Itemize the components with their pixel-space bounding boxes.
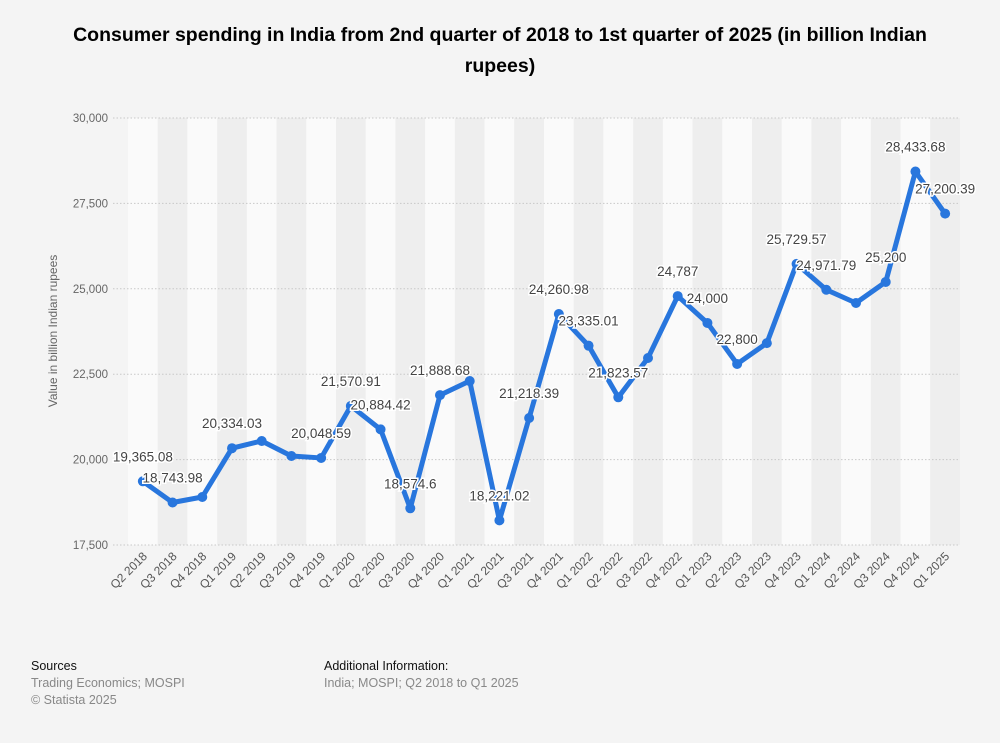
plot-band bbox=[781, 118, 812, 545]
copyright: © Statista 2025 bbox=[31, 693, 117, 707]
data-label: 24,000 bbox=[687, 291, 728, 306]
plot-bands bbox=[128, 118, 960, 545]
data-point bbox=[880, 276, 891, 287]
series-line bbox=[137, 166, 951, 526]
plot-band bbox=[752, 118, 782, 545]
data-label: 18,574.6 bbox=[384, 476, 437, 491]
chart-title: Consumer spending in India from 2nd quar… bbox=[73, 24, 927, 77]
plot-band bbox=[454, 118, 485, 545]
y-tick-label: 27,500 bbox=[73, 198, 108, 210]
sources-text: Trading Economics; MOSPI bbox=[31, 676, 185, 690]
data-point bbox=[256, 435, 267, 446]
data-labels: 19,365.08 18,743.98 20,334.03 20,048.59 21,5… bbox=[111, 138, 976, 505]
data-point bbox=[227, 443, 237, 454]
data-point bbox=[197, 492, 208, 503]
data-label: 28,433.68 bbox=[885, 140, 945, 155]
data-point bbox=[851, 297, 861, 308]
data-label: 20,884.42 bbox=[351, 397, 411, 412]
data-label: 25,200 bbox=[865, 250, 906, 265]
data-label: 25,729.57 bbox=[767, 232, 827, 247]
data-label: 22,800 bbox=[716, 332, 757, 347]
data-point bbox=[702, 317, 713, 328]
y-tick-label: 20,000 bbox=[73, 455, 108, 467]
data-label: 21,570.91 bbox=[321, 374, 381, 389]
data-point bbox=[791, 258, 802, 269]
data-point bbox=[464, 376, 475, 387]
plot-band bbox=[930, 118, 960, 545]
plot-band bbox=[811, 118, 842, 545]
data-point bbox=[613, 392, 624, 403]
plot-band bbox=[662, 118, 693, 545]
data-label: 27,200.39 bbox=[915, 182, 975, 197]
data-point bbox=[672, 291, 683, 302]
gridlines bbox=[113, 117, 960, 546]
additional-info-heading: Additional Information: bbox=[324, 659, 449, 673]
data-point bbox=[821, 284, 832, 295]
y-tick-label: 25,000 bbox=[73, 284, 108, 296]
data-point bbox=[375, 424, 386, 435]
plot-band bbox=[722, 118, 752, 545]
additional-info-text: India; MOSPI; Q2 2018 to Q1 2025 bbox=[324, 676, 519, 690]
plot-band bbox=[692, 118, 723, 545]
data-label: 18,743.98 bbox=[143, 471, 203, 486]
data-point bbox=[643, 352, 653, 363]
plot-band bbox=[246, 118, 277, 545]
plot-band bbox=[187, 118, 218, 545]
data-label: 20,334.03 bbox=[202, 416, 262, 431]
plot-band bbox=[157, 118, 188, 545]
sources-heading: Sources bbox=[31, 659, 77, 673]
data-point bbox=[494, 515, 505, 526]
data-point bbox=[167, 497, 178, 508]
y-axis-label: Value in billion Indian rupees bbox=[46, 255, 60, 408]
plot-band bbox=[217, 118, 247, 545]
data-point bbox=[345, 400, 356, 411]
data-point bbox=[524, 412, 535, 423]
data-label: 21,823.57 bbox=[588, 365, 648, 380]
plot-band bbox=[425, 118, 455, 545]
y-tick-label: 30,000 bbox=[73, 113, 108, 125]
plot-band bbox=[544, 118, 574, 545]
data-point bbox=[553, 309, 564, 320]
plot-band bbox=[365, 118, 396, 545]
sources-block: Sources Trading Economics; MOSPI © Stati… bbox=[31, 658, 185, 709]
data-point bbox=[761, 338, 772, 349]
data-point bbox=[940, 208, 951, 219]
data-label: 24,787 bbox=[657, 264, 698, 279]
plot-band bbox=[603, 118, 634, 545]
data-label: 18,221.02 bbox=[469, 488, 529, 503]
data-label: 21,888.68 bbox=[410, 363, 470, 378]
data-point bbox=[583, 340, 594, 351]
plot-band bbox=[306, 118, 336, 545]
data-point bbox=[910, 166, 921, 177]
plot-band bbox=[128, 118, 158, 545]
plot-band bbox=[336, 118, 366, 545]
data-label: 23,335.01 bbox=[559, 314, 619, 329]
data-point bbox=[286, 451, 297, 462]
data-point bbox=[405, 503, 416, 514]
y-tick-label: 17,500 bbox=[73, 540, 108, 552]
additional-info-block: Additional Information: India; MOSPI; Q2… bbox=[324, 658, 519, 692]
data-label: 19,365.08 bbox=[113, 449, 173, 464]
y-axis-ticks: 17,500 20,000 22,500 25,000 27,500 30,000 bbox=[73, 113, 108, 552]
plot-band bbox=[870, 118, 901, 545]
data-label: 21,218.39 bbox=[499, 386, 559, 401]
data-label: 20,048.59 bbox=[291, 426, 351, 441]
plot-band bbox=[276, 118, 307, 545]
data-point bbox=[732, 358, 743, 369]
data-label: 24,971.79 bbox=[796, 258, 856, 273]
plot-band bbox=[841, 118, 871, 545]
data-point bbox=[316, 452, 327, 463]
data-label: 24,260.98 bbox=[529, 282, 589, 297]
y-tick-label: 22,500 bbox=[73, 369, 108, 381]
data-point bbox=[137, 476, 148, 487]
plot-band bbox=[514, 118, 544, 545]
data-point bbox=[435, 390, 445, 401]
plot-band bbox=[633, 118, 663, 545]
series-path bbox=[140, 169, 948, 523]
